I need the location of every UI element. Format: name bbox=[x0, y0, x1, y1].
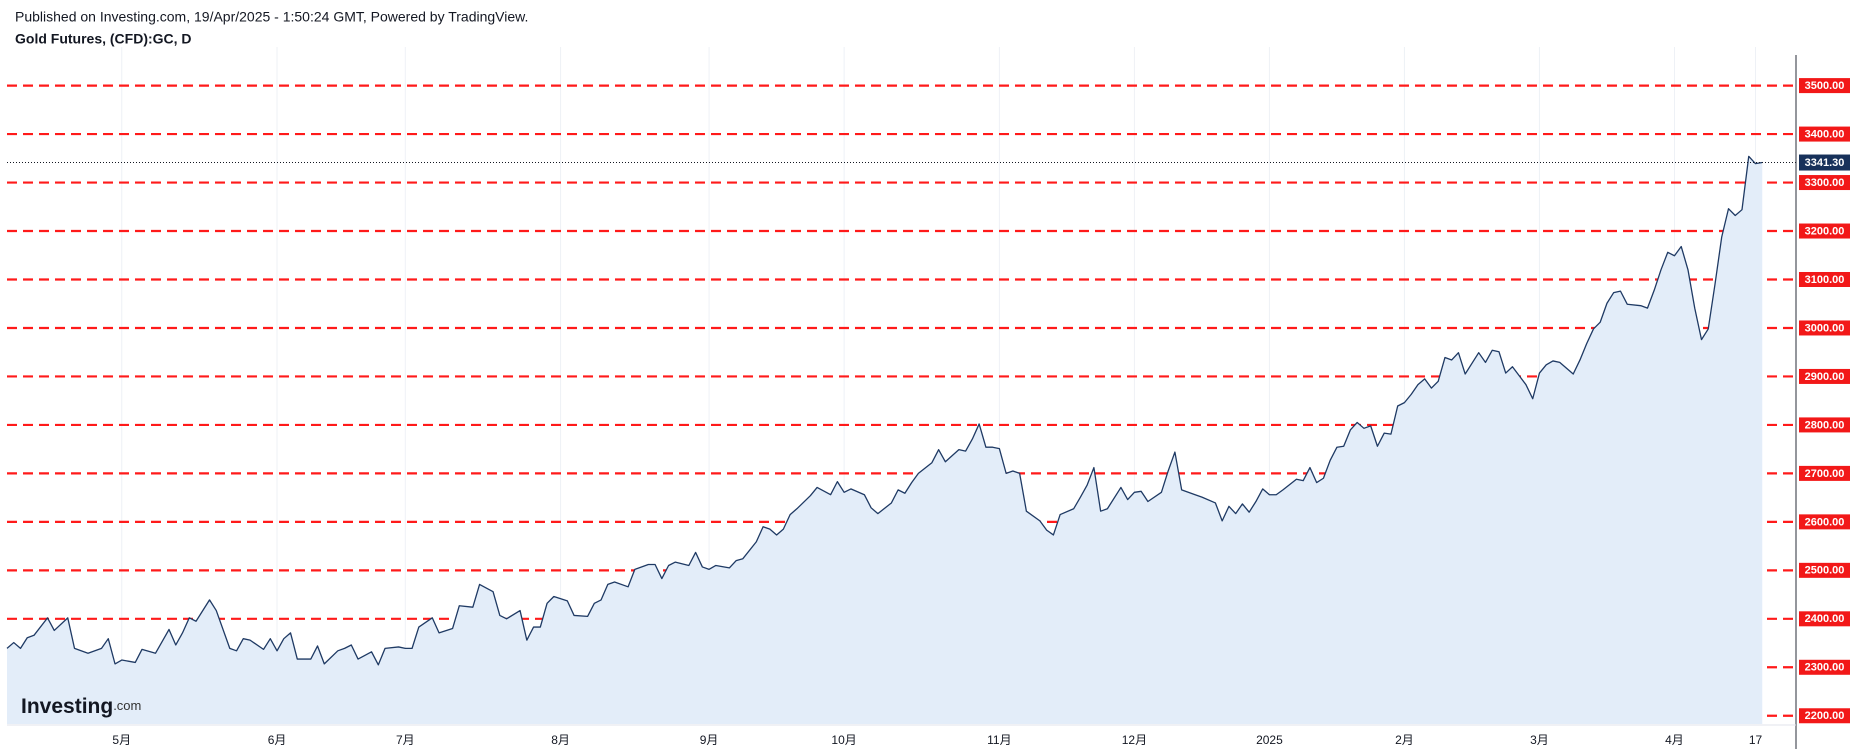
price-label-box bbox=[1799, 465, 1850, 481]
x-tick-label: 17 bbox=[1749, 733, 1763, 747]
x-tick-label: 2025 bbox=[1256, 733, 1283, 747]
price-label-box bbox=[1799, 562, 1850, 578]
last-price-box bbox=[1799, 154, 1850, 171]
x-tick-label: 10月 bbox=[831, 733, 856, 747]
price-label-box bbox=[1799, 514, 1850, 530]
chart-title: Gold Futures, (CFD):GC, D bbox=[15, 31, 192, 47]
price-label-box bbox=[1799, 611, 1850, 627]
axes: 5月 6月 7月 8月 9月 10月 11月 12月 2025 2月 3月 4月 17 2200.00 23… bbox=[7, 55, 1850, 749]
price-label-box bbox=[1799, 271, 1850, 287]
x-tick-label: 4月 bbox=[1665, 733, 1684, 747]
price-label-box bbox=[1799, 320, 1850, 336]
price-label-box bbox=[1799, 78, 1850, 94]
x-tick-label: 9月 bbox=[700, 733, 719, 747]
logo: Investing.com bbox=[21, 695, 141, 718]
x-tick-label: 11月 bbox=[987, 733, 1011, 747]
y-tick-label: 3100.00 bbox=[1805, 274, 1845, 286]
y-tick-label: 2500.00 bbox=[1805, 565, 1845, 577]
price-label-box bbox=[1799, 708, 1850, 724]
y-tick-label: 3400.00 bbox=[1805, 128, 1845, 140]
x-tick-label: 8月 bbox=[551, 733, 570, 747]
price-label-box bbox=[1799, 368, 1850, 384]
y-tick-label: 2400.00 bbox=[1805, 613, 1845, 625]
area-fill bbox=[7, 156, 1763, 724]
y-tick-label: 3500.00 bbox=[1805, 80, 1845, 92]
logo-brand: Investing bbox=[21, 695, 113, 718]
y-tick-label: 2600.00 bbox=[1805, 516, 1845, 528]
y-tick-label: 2300.00 bbox=[1805, 662, 1845, 674]
price-line bbox=[6, 155, 1763, 666]
x-tick-label: 5月 bbox=[112, 733, 131, 747]
price-label-box bbox=[1799, 659, 1850, 675]
y-tick-label: 2700.00 bbox=[1805, 468, 1845, 480]
y-tick-label: 3200.00 bbox=[1805, 225, 1845, 237]
x-tick-label: 3月 bbox=[1530, 733, 1549, 747]
marks bbox=[6, 155, 1796, 724]
y-tick-label: 2800.00 bbox=[1805, 419, 1845, 431]
last-price-label: 3341.30 bbox=[1805, 157, 1845, 169]
published-note: Published on Investing.com, 19/Apr/2025 … bbox=[15, 9, 528, 25]
x-tick-label: 2月 bbox=[1395, 733, 1414, 747]
x-tick-label: 12月 bbox=[1122, 733, 1147, 747]
y-tick-label: 2900.00 bbox=[1805, 371, 1845, 383]
price-label-box bbox=[1799, 175, 1850, 191]
price-label-box bbox=[1799, 223, 1850, 239]
x-tick-label: 6月 bbox=[268, 733, 287, 747]
y-tick-label: 3000.00 bbox=[1805, 322, 1845, 334]
x-tick-label: 7月 bbox=[396, 733, 415, 747]
price-label-box bbox=[1799, 417, 1850, 433]
y-tick-label: 3300.00 bbox=[1805, 177, 1845, 189]
y-tick-label: 2200.00 bbox=[1805, 710, 1845, 722]
logo-suffix: .com bbox=[113, 698, 141, 713]
price-label-box bbox=[1799, 126, 1850, 142]
